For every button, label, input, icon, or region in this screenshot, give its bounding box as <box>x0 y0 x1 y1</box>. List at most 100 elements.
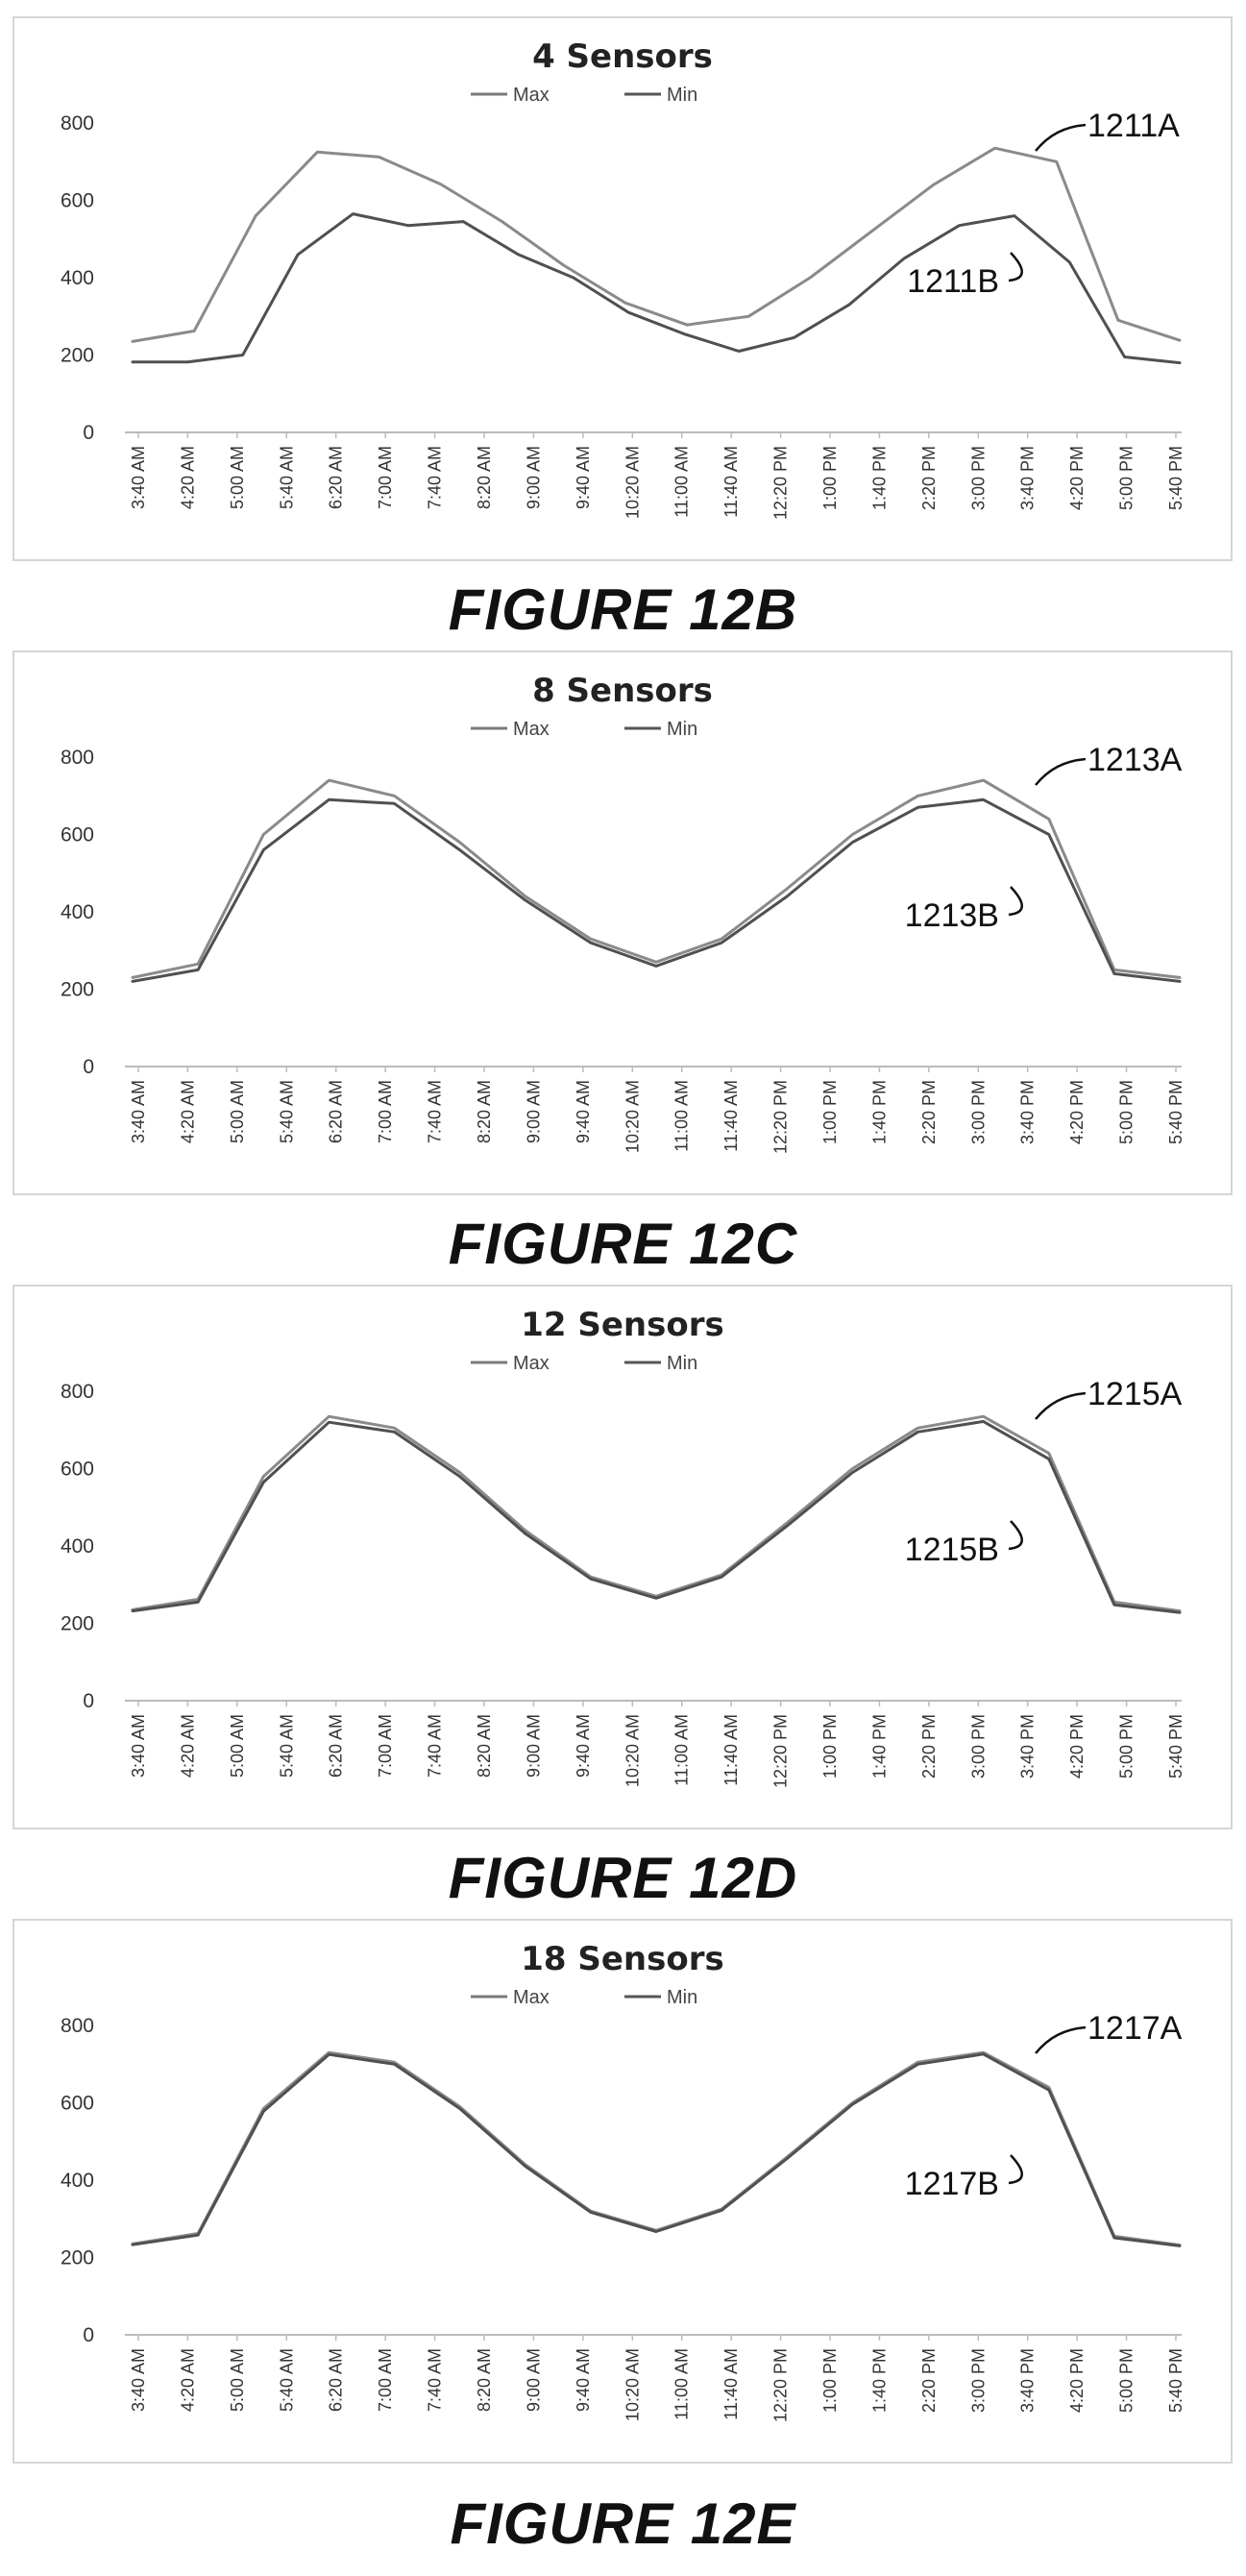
callout-label-b: 1211B <box>907 263 999 300</box>
y-tick-label: 200 <box>61 345 94 367</box>
x-tick-label: 11:40 AM <box>721 1714 741 1786</box>
x-tick-label: 11:00 AM <box>672 2348 692 2420</box>
x-tick-label: 4:20 PM <box>1067 1714 1087 1779</box>
x-tick-label: 5:00 PM <box>1117 446 1136 510</box>
chart-frame <box>12 650 1233 1195</box>
chart-12d: 12 Sensors Max Min 0 200 400 600 800 3:40 AM 4:20… <box>12 1285 1233 1829</box>
x-tick-label: 4:20 PM <box>1067 1080 1087 1144</box>
x-tick-label: 5:00 PM <box>1117 1714 1136 1779</box>
y-tick-label: 0 <box>83 1690 94 1712</box>
callout-label-a: 1213A <box>1087 742 1183 778</box>
series-line-min <box>131 1419 1182 1614</box>
chart-panel-12c: 8 Sensors Max Min 0 200 400 600 800 3:40 AM 4:20 … <box>0 634 1246 1276</box>
callout-leader-a <box>1035 757 1087 786</box>
x-tick-label: 6:20 AM <box>327 1080 346 1143</box>
chart-title: 4 Sensors <box>532 37 713 76</box>
x-tick-label: 8:20 AM <box>475 1080 494 1143</box>
x-tick-label: 3:00 PM <box>968 1714 988 1779</box>
x-tick-label: 1:40 PM <box>869 1080 889 1144</box>
x-tick-label: 11:40 AM <box>721 446 741 518</box>
x-tick-label: 11:00 AM <box>672 1714 692 1786</box>
x-tick-label: 1:00 PM <box>820 1714 840 1779</box>
x-tick-label: 5:00 PM <box>1117 2348 1136 2413</box>
x-tick-label: 12:20 PM <box>771 1080 791 1154</box>
x-tick-label: 5:40 PM <box>1166 2348 1185 2413</box>
x-tick-label: 1:00 PM <box>820 1080 840 1144</box>
x-tick-label: 6:20 AM <box>327 2348 346 2412</box>
legend-label-min: Min <box>667 1987 697 2008</box>
x-tick-label: 8:20 AM <box>475 446 494 509</box>
x-tick-label: 3:40 PM <box>1018 1080 1038 1144</box>
y-tick-label: 200 <box>61 2247 94 2269</box>
y-tick-label: 200 <box>61 1613 94 1635</box>
y-tick-label: 400 <box>61 267 94 289</box>
x-tick-label: 3:40 AM <box>129 446 148 509</box>
y-tick-label: 600 <box>61 190 94 212</box>
x-tick-label: 3:40 PM <box>1018 2348 1038 2413</box>
callout-leader-b <box>1008 1520 1023 1551</box>
series-line-max <box>131 2050 1182 2247</box>
x-tick-label: 3:00 PM <box>968 2348 988 2413</box>
x-tick-label: 7:00 AM <box>376 446 395 509</box>
x-tick-label: 9:40 AM <box>574 1080 593 1143</box>
x-tick-label: 10:20 AM <box>623 2348 642 2421</box>
x-tick-label: 1:00 PM <box>820 446 840 510</box>
y-tick-label: 800 <box>61 112 94 135</box>
chart-panel-12e: 18 Sensors Max Min 0 200 400 600 800 3:40 AM 4:20… <box>0 1902 1246 2576</box>
x-tick-label: 2:20 PM <box>919 446 939 510</box>
x-tick-label: 4:20 AM <box>178 1714 197 1778</box>
x-tick-label: 9:40 AM <box>574 446 593 509</box>
x-tick-label: 3:40 AM <box>129 1080 148 1143</box>
x-tick-label: 7:00 AM <box>376 1714 395 1778</box>
x-tick-label: 5:40 PM <box>1166 1714 1185 1779</box>
y-tick-label: 200 <box>61 979 94 1001</box>
x-tick-label: 1:40 PM <box>869 446 889 510</box>
chart-12b: 4 Sensors Max Min 0 200 400 600 800 3:40 AM 4:20 … <box>12 16 1233 561</box>
x-tick-label: 10:20 AM <box>623 1080 642 1153</box>
y-tick-label: 0 <box>83 2324 94 2346</box>
series-line-min <box>131 212 1182 365</box>
x-tick-label: 4:20 PM <box>1067 2348 1087 2413</box>
x-tick-label: 4:20 PM <box>1067 446 1087 510</box>
x-tick-label: 3:40 AM <box>129 1714 148 1778</box>
chart-frame <box>12 1919 1233 2464</box>
y-tick-label: 0 <box>83 422 94 444</box>
x-tick-label: 1:40 PM <box>869 1714 889 1779</box>
x-tick-label: 4:20 AM <box>178 1080 197 1143</box>
figure-caption: FIGURE 12C <box>448 1212 798 1276</box>
callout-leader-b <box>1008 252 1023 282</box>
x-tick-label: 7:40 AM <box>426 1080 445 1143</box>
callout-label-b: 1213B <box>905 897 999 934</box>
x-tick-label: 1:00 PM <box>820 2348 840 2413</box>
x-tick-label: 8:20 AM <box>475 2348 494 2412</box>
y-tick-label: 600 <box>61 824 94 846</box>
callout-leader-a <box>1035 2025 1087 2054</box>
x-tick-label: 5:00 AM <box>228 2348 247 2412</box>
chart-title: 8 Sensors <box>532 672 713 710</box>
chart-frame <box>12 1285 1233 1829</box>
x-tick-label: 9:00 AM <box>524 1714 543 1778</box>
x-tick-label: 10:20 AM <box>623 1714 642 1787</box>
x-tick-label: 12:20 PM <box>771 2348 791 2422</box>
x-tick-label: 2:20 PM <box>919 1080 939 1144</box>
x-tick-label: 5:00 AM <box>228 1080 247 1143</box>
x-tick-label: 4:20 AM <box>178 2348 197 2412</box>
callout-leader-b <box>1008 886 1023 917</box>
series-line-min <box>131 797 1182 983</box>
callout-label-b: 1215B <box>905 1532 999 1568</box>
x-tick-label: 2:20 PM <box>919 1714 939 1779</box>
y-tick-label: 600 <box>61 2093 94 2115</box>
x-tick-label: 5:40 PM <box>1166 446 1185 510</box>
x-tick-label: 12:20 PM <box>771 1714 791 1788</box>
x-tick-label: 5:40 AM <box>277 446 296 509</box>
callout-label-a: 1217A <box>1087 2010 1183 2047</box>
y-tick-label: 600 <box>61 1459 94 1481</box>
x-tick-label: 11:00 AM <box>672 1080 692 1152</box>
x-tick-label: 3:00 PM <box>968 1080 988 1144</box>
x-tick-label: 3:40 AM <box>129 2348 148 2412</box>
chart-title: 18 Sensors <box>521 1940 724 1978</box>
x-tick-label: 5:40 AM <box>277 2348 296 2412</box>
y-tick-label: 800 <box>61 1381 94 1403</box>
legend-label-min: Min <box>667 1353 697 1374</box>
x-tick-label: 3:40 PM <box>1018 1714 1038 1779</box>
